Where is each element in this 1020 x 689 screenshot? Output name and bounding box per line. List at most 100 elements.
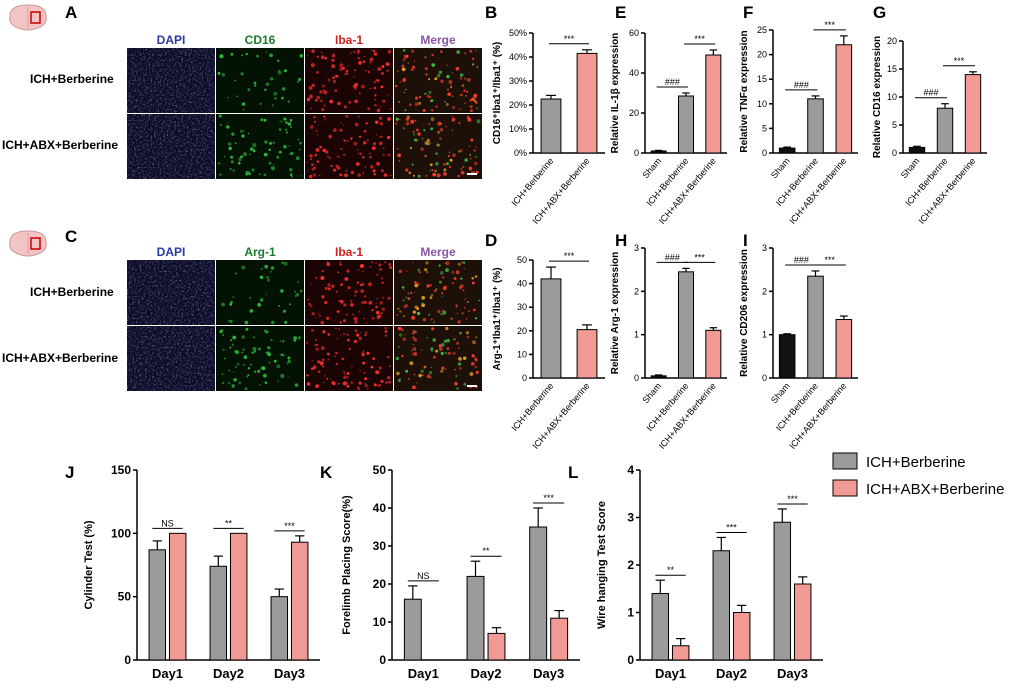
cell-dot [334, 355, 336, 358]
cell-dot [401, 354, 404, 358]
cell-dot [227, 96, 229, 99]
cell-dot [457, 320, 461, 324]
cell-dot [385, 381, 389, 385]
cell-dot [445, 125, 447, 128]
cell-dot [454, 369, 456, 371]
cell-dot [309, 304, 313, 308]
cell-dot [364, 377, 368, 381]
cell-dot [459, 108, 462, 111]
cell-dot [384, 330, 388, 333]
cell-dot [324, 286, 328, 290]
cell-dot [285, 128, 288, 131]
x-tick-label: Day3 [533, 666, 564, 681]
cell-dot [247, 367, 250, 370]
cell-dot [448, 351, 451, 355]
y-axis-label: CD16⁺Iba1⁺/Iba1⁺ (%) [492, 42, 503, 145]
cell-dot [224, 357, 226, 360]
cell-dot [346, 140, 349, 143]
cell-dot [340, 147, 343, 151]
cell-dot [295, 156, 300, 161]
cell-dot [249, 153, 252, 156]
cell-dot [442, 286, 447, 291]
legend-swatch-ich-berberine [832, 452, 858, 470]
y-tick-label: 20 [757, 50, 767, 60]
cell-dot [322, 365, 325, 368]
cell-dot [475, 146, 478, 149]
cell-dot [235, 272, 238, 275]
cell-dot [414, 283, 419, 288]
cell-dot [357, 269, 359, 271]
cell-dot [443, 339, 447, 343]
micrograph-merge [394, 48, 482, 113]
cell-dot [450, 317, 453, 320]
cell-dot [320, 276, 325, 280]
micrograph-merge [394, 326, 482, 391]
cell-dot [439, 137, 442, 140]
cell-dot [268, 161, 272, 165]
cell-dot [368, 152, 371, 155]
cell-dot [421, 302, 424, 305]
micrograph-dapi [127, 326, 215, 391]
cell-dot [333, 168, 337, 172]
cell-dot [345, 114, 349, 118]
cell-dot [474, 97, 477, 100]
cell-dot [300, 175, 302, 177]
cell-dot [364, 69, 367, 72]
cell-dot [455, 374, 458, 378]
cell-dot [299, 54, 304, 58]
cell-dot [388, 380, 392, 384]
cell-dot [343, 153, 346, 157]
cell-dot [358, 388, 360, 390]
cell-dot [452, 106, 456, 109]
cell-dot [361, 353, 365, 357]
x-tick-label: ICH+ABX+Berberine [787, 156, 848, 226]
cell-dot [324, 56, 328, 60]
cell-dot [335, 290, 338, 293]
micrograph-bg [216, 326, 304, 391]
cell-dot [350, 300, 353, 303]
chart-l: L 0 1 2 3 4 Wire hanging Test Score ** Day1 *** Da… [568, 463, 823, 681]
cell-dot [291, 175, 293, 178]
cell-dot [280, 353, 283, 356]
cell-dot [257, 303, 262, 307]
cell-dot [469, 157, 472, 160]
cell-dot [363, 300, 367, 304]
cell-dot [463, 356, 467, 360]
cell-dot [425, 73, 428, 76]
cell-dot [269, 141, 272, 145]
cell-dot [430, 117, 435, 122]
cell-dot [394, 84, 398, 88]
cell-dot [297, 138, 300, 141]
cell-dot [412, 336, 415, 339]
cell-dot [221, 302, 225, 307]
cell-dot [346, 372, 350, 375]
y-tick-label: 15 [887, 64, 897, 74]
cell-dot [362, 171, 365, 175]
cell-dot [241, 134, 245, 138]
cell-dot [378, 263, 382, 267]
cell-dot [422, 109, 426, 112]
cell-dot [387, 356, 390, 359]
cell-dot [353, 340, 357, 343]
cell-dot [311, 359, 313, 362]
cell-dot [376, 108, 381, 113]
cell-dot [360, 331, 362, 333]
y-tick-label: 60 [629, 28, 639, 38]
cell-dot [443, 163, 446, 166]
cell-dot [413, 351, 418, 356]
cell-dot [388, 94, 390, 96]
cell-dot [460, 170, 465, 175]
cell-dot [298, 78, 302, 81]
cell-dot [369, 61, 372, 64]
y-tick-label: 5 [892, 120, 897, 130]
cell-dot [284, 320, 288, 324]
cell-dot [224, 156, 226, 158]
row-label-ich-abx-berberine: ICH+ABX+Berberine [2, 351, 118, 365]
cell-dot [423, 129, 426, 132]
cell-dot [398, 269, 403, 274]
cell-dot [318, 313, 320, 315]
cell-dot [298, 149, 301, 151]
cell-dot [387, 375, 391, 380]
y-tick-label: 10 [887, 92, 897, 102]
cell-dot [439, 280, 442, 284]
